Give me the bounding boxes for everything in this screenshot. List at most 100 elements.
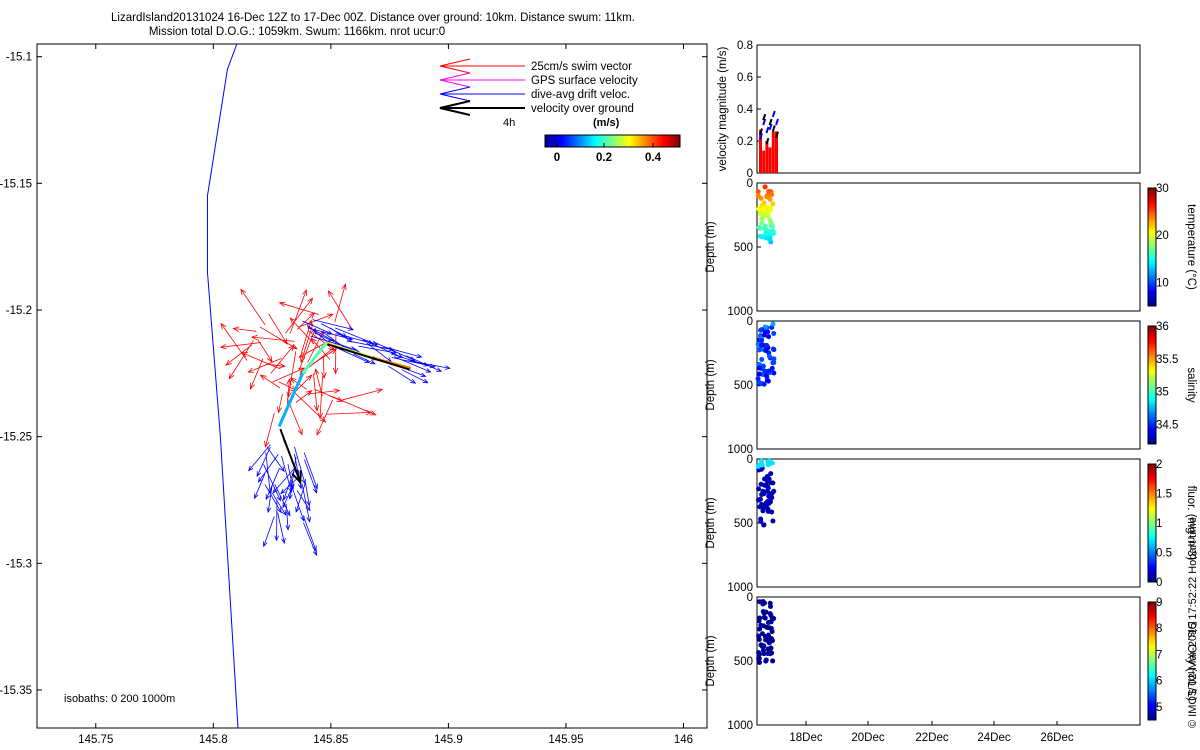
salinity-sample xyxy=(756,365,762,371)
fluorescence-colorbar-tick-label: 1 xyxy=(1156,518,1162,530)
oxygen-colorbar-tick-label: 6 xyxy=(1156,676,1162,688)
oxygen-colorbar-tick-label: 8 xyxy=(1156,623,1162,635)
drift-vector xyxy=(383,346,423,359)
velocity-ytick-label: 0 xyxy=(747,168,753,180)
fluorescence-sample xyxy=(761,522,767,528)
fluorescence-sample xyxy=(755,497,761,503)
drift-vector xyxy=(303,522,318,557)
drift-vector-head xyxy=(262,541,268,548)
swim-vector-head xyxy=(316,428,322,436)
swim-vector-head xyxy=(297,428,303,436)
fluorescence-colorbar-tick-label: 0 xyxy=(1156,577,1162,589)
drift-vector-head xyxy=(348,326,355,331)
swim-vector-head xyxy=(220,322,227,330)
swim-vector xyxy=(332,333,339,375)
map-ytick-label: -15.15 xyxy=(0,178,32,190)
temperature-sample xyxy=(755,193,761,199)
drift-vector-shaft xyxy=(362,339,403,358)
temperature-sample xyxy=(767,236,773,242)
drift-vector xyxy=(262,516,275,548)
map-isobath xyxy=(206,43,239,729)
speed-colorbar xyxy=(544,134,681,148)
drift-vector-shaft xyxy=(312,319,354,330)
velocity-bar xyxy=(759,129,762,173)
temperature-colorbar-tick-label: 10 xyxy=(1156,277,1169,289)
swim-vector-head xyxy=(286,378,292,386)
fluorescence-sample xyxy=(758,519,764,525)
fluorescence-sample xyxy=(759,458,765,464)
drift-vector-head xyxy=(313,483,318,490)
drift-vector-shaft xyxy=(263,516,275,547)
swim-vector-shaft xyxy=(315,389,343,402)
drift-vector xyxy=(388,365,417,384)
fluorescence-sample xyxy=(756,486,762,492)
swim-vector-head xyxy=(279,363,286,369)
drift-vector xyxy=(333,345,370,363)
temperature-ytick-label: 500 xyxy=(734,242,753,254)
drift-vector-head xyxy=(288,487,293,494)
oxygen-sample xyxy=(766,625,772,631)
time-xtick-label: 22Dec xyxy=(915,732,948,744)
salinity-sample xyxy=(763,347,769,353)
swim-vector-shaft xyxy=(316,399,334,436)
ground-velocity-arrow-shaft xyxy=(279,428,302,483)
colorbar-unit-label: (m/s) xyxy=(593,117,620,129)
map-frame xyxy=(36,43,708,729)
drift-vector-shaft xyxy=(263,464,281,501)
drift-vector-shaft xyxy=(321,330,349,351)
swim-vector-head xyxy=(305,374,313,381)
velocity-ytick-label: 0.6 xyxy=(737,72,753,84)
swim-vector-head xyxy=(276,406,283,414)
salinity-ytick-label: 1000 xyxy=(727,444,753,456)
swim-vector xyxy=(342,388,384,401)
legend-swatch-head xyxy=(439,100,471,116)
drift-vector-head xyxy=(425,368,432,373)
drift-vector-head xyxy=(265,494,271,501)
map-legend: 25cm/s swim vector GPS surface velocity di… xyxy=(439,58,681,164)
velocity-ytick-label: 0.2 xyxy=(737,136,753,148)
salinity-sample xyxy=(764,377,770,383)
fluorescence-sample xyxy=(766,494,772,500)
panel-salinity: 0 500 1000 Depth (m) 34.5 35 35.5 36 salinity xyxy=(705,316,1197,456)
fluorescence-ytick-label: 1000 xyxy=(727,582,753,594)
swim-vector-shaft xyxy=(248,358,282,373)
fluorescence-frame xyxy=(756,458,1141,588)
swim-vector-head xyxy=(330,348,338,355)
drift-vector-head xyxy=(312,487,318,494)
oxygen-sample xyxy=(761,610,767,616)
title-line-1: LizardIsland20131024 16-Dec 12Z to 17-De… xyxy=(111,12,635,24)
map-xtick-label: 145.9 xyxy=(434,734,463,746)
swim-vector xyxy=(285,297,314,334)
salinity-sample xyxy=(770,346,776,352)
drift-vector xyxy=(301,484,312,523)
fluorescence-sample xyxy=(759,491,765,497)
drift-vector-shaft xyxy=(265,467,280,500)
swim-vector-shaft xyxy=(319,375,323,419)
velocity-ground-mark xyxy=(768,118,773,126)
drift-vector-shaft xyxy=(302,320,333,335)
drift-vector-head xyxy=(306,500,311,507)
fluorescence-sample xyxy=(768,471,774,477)
drift-vector-head xyxy=(276,507,282,514)
salinity-sample xyxy=(759,356,765,362)
drift-vector-shaft xyxy=(254,473,266,499)
temperature-sample xyxy=(765,192,771,198)
swim-vector-head xyxy=(249,382,255,390)
swim-vector-shaft xyxy=(332,396,376,416)
swim-vector-head xyxy=(298,367,306,373)
salinity-sample xyxy=(771,330,777,336)
drift-vector xyxy=(274,500,279,542)
drift-vector xyxy=(312,319,355,331)
salinity-sample xyxy=(766,354,772,360)
drift-vector xyxy=(248,444,271,472)
map-ytick-label: -15.25 xyxy=(0,432,32,444)
fluorescence-sample xyxy=(767,498,773,504)
drift-vector-head xyxy=(266,507,272,514)
swim-vector xyxy=(276,393,283,414)
temperature-sample xyxy=(768,223,774,229)
drift-vector-head xyxy=(285,510,291,517)
salinity-sample xyxy=(755,376,761,382)
legend-item: velocity over ground xyxy=(439,100,634,116)
fluorescence-colorbar-tick-label: 1.5 xyxy=(1156,489,1172,501)
temperature-sample xyxy=(760,234,766,240)
